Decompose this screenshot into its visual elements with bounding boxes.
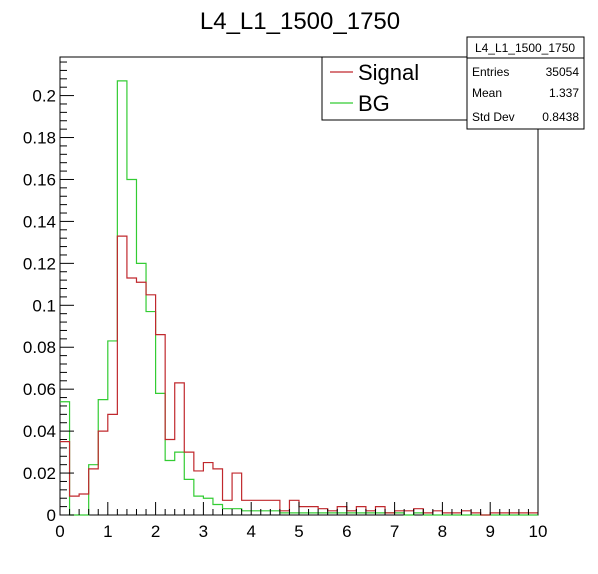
chart-title: L4_L1_1500_1750: [200, 8, 400, 35]
x-tick-label: 3: [199, 522, 208, 541]
plot-frame: [59, 56, 539, 516]
legend-bg-label: BG: [358, 91, 390, 116]
x-tick-label: 7: [390, 522, 399, 541]
axes-layer: 0 1 2 3 4 5 6 7 8 9 10 0 0.02 0.04 0.06 0.08 0.1 0.12 0.14…: [23, 61, 548, 541]
stats-box-frame: [466, 36, 585, 130]
x-tick-label: 4: [246, 522, 255, 541]
x-tick-label: 5: [294, 522, 303, 541]
stats-stddev-value: 0.8438: [542, 110, 579, 124]
x-tick-label: 2: [151, 522, 160, 541]
x-tick-label: 6: [342, 522, 351, 541]
y-tick-label: 0.2: [32, 87, 56, 106]
x-tick-label: 1: [103, 522, 112, 541]
stats-box: L4_L1_1500_1750 Entries 35054 Mean 1.337…: [466, 36, 585, 130]
series-signal-line: [60, 235, 538, 516]
stats-stddev-label: Std Dev: [472, 110, 515, 124]
y-tick-label: 0.14: [23, 212, 56, 231]
y-tick-label: 0.12: [23, 254, 56, 273]
legend: Signal BG: [321, 56, 468, 121]
y-tick-label: 0.18: [23, 129, 56, 148]
series-bg-line: [60, 80, 538, 516]
stats-entries-label: Entries: [472, 65, 509, 79]
legend-signal-label: Signal: [358, 60, 419, 85]
y-tick-label: 0.06: [23, 380, 56, 399]
stats-entries-value: 35054: [546, 65, 580, 79]
y-tick-label: 0.16: [23, 170, 56, 189]
y-tick-label: 0: [47, 506, 56, 525]
y-tick-label: 0.08: [23, 338, 56, 357]
stats-box-title: L4_L1_1500_1750: [475, 41, 575, 55]
stats-mean-label: Mean: [472, 86, 502, 100]
x-tick-label: 10: [529, 522, 548, 541]
series-layer: [60, 80, 538, 516]
x-tick-label: 9: [485, 522, 494, 541]
x-tick-label: 8: [438, 522, 447, 541]
y-tick-label: 0.1: [32, 296, 56, 315]
stats-mean-value: 1.337: [549, 86, 579, 100]
x-tick-label: 0: [55, 522, 64, 541]
y-tick-label: 0.02: [23, 464, 56, 483]
y-tick-label: 0.04: [23, 422, 56, 441]
